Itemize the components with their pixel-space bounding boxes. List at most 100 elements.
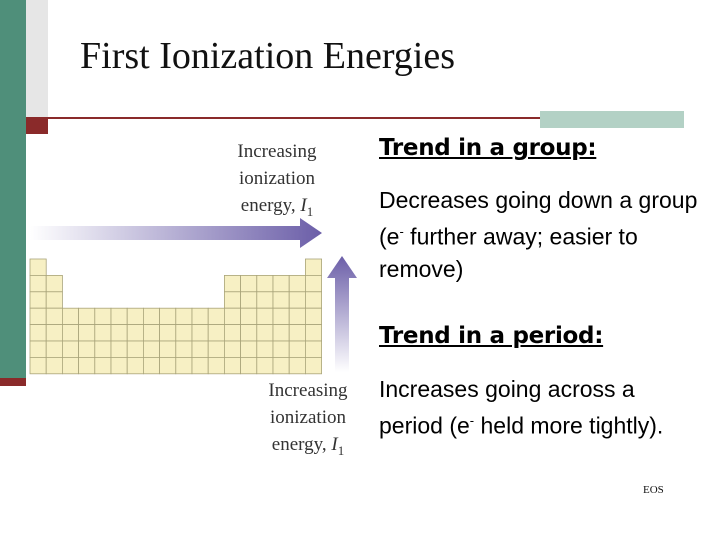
table-cell xyxy=(29,274,47,293)
table-cell xyxy=(256,340,274,358)
table-cell xyxy=(142,340,160,358)
table-cell xyxy=(45,307,63,326)
table-cell xyxy=(223,324,241,342)
horizontal-arrow-label: Increasing ionization energy, I1 xyxy=(237,141,317,219)
table-cell xyxy=(272,324,290,342)
table-cell xyxy=(94,324,112,342)
table-cell xyxy=(191,307,209,326)
table-cell xyxy=(45,340,63,358)
table-cell xyxy=(207,324,225,342)
table-cell xyxy=(223,356,241,375)
table-cell xyxy=(240,356,258,375)
table-cell xyxy=(256,356,274,375)
table-cell xyxy=(272,307,290,326)
table-cell xyxy=(256,291,274,309)
table-cell xyxy=(110,307,128,326)
table-cell xyxy=(62,324,80,342)
table-cell xyxy=(126,324,144,342)
table-cell xyxy=(272,340,290,358)
table-cell xyxy=(191,356,209,375)
table-cell xyxy=(223,340,241,358)
table-cell xyxy=(256,274,274,293)
table-cell xyxy=(159,307,177,326)
table-cell xyxy=(175,356,193,375)
eos-tag: EOS xyxy=(643,484,664,496)
table-cell xyxy=(304,307,322,326)
table-cell xyxy=(240,340,258,358)
table-cell xyxy=(159,356,177,375)
table-cell xyxy=(94,356,112,375)
table-cell xyxy=(207,340,225,358)
table-cell xyxy=(29,258,47,276)
table-cell xyxy=(94,307,112,326)
slide-title: First Ionization Energies xyxy=(80,35,456,77)
table-cell xyxy=(288,324,306,342)
table-cell xyxy=(78,340,96,358)
table-cell xyxy=(304,258,322,276)
table-cell xyxy=(272,356,290,375)
group-description: Decreases going down a group (e- further… xyxy=(379,187,698,282)
table-cell xyxy=(304,324,322,342)
table-cell xyxy=(304,340,322,358)
accent-bar-left xyxy=(0,0,26,384)
table-cell xyxy=(78,356,96,375)
corner-block xyxy=(540,111,684,128)
table-cell xyxy=(288,274,306,293)
table-cell xyxy=(45,291,63,309)
table-cell xyxy=(29,356,47,375)
table-cell xyxy=(240,307,258,326)
periodic-table-grid xyxy=(29,258,322,375)
table-cell xyxy=(256,324,274,342)
table-cell xyxy=(223,291,241,309)
table-cell xyxy=(62,340,80,358)
table-cell xyxy=(45,356,63,375)
table-cell xyxy=(126,307,144,326)
table-cell xyxy=(126,356,144,375)
table-cell xyxy=(110,356,128,375)
table-cell xyxy=(78,324,96,342)
table-cell xyxy=(288,291,306,309)
table-cell xyxy=(29,324,47,342)
table-cell xyxy=(159,324,177,342)
table-cell xyxy=(288,307,306,326)
corner-block-bottom xyxy=(0,378,26,386)
table-cell xyxy=(142,324,160,342)
accent-strip xyxy=(26,0,48,118)
table-cell xyxy=(62,356,80,375)
table-cell xyxy=(304,274,322,293)
table-cell xyxy=(78,307,96,326)
table-cell xyxy=(94,340,112,358)
table-cell xyxy=(159,340,177,358)
group-heading: Trend in a group: xyxy=(379,135,597,161)
table-cell xyxy=(240,324,258,342)
table-cell xyxy=(191,340,209,358)
table-cell xyxy=(272,274,290,293)
vertical-arrow xyxy=(327,256,357,372)
period-description: Increases going across a period (e- held… xyxy=(379,375,664,439)
vertical-arrow-label: Increasing ionization energy, I1 xyxy=(268,380,348,458)
trend-text: Trend in a group: Decreases going down a… xyxy=(379,133,699,441)
table-cell xyxy=(45,274,63,293)
table-cell xyxy=(288,356,306,375)
table-cell xyxy=(256,307,274,326)
horizontal-arrow xyxy=(30,218,322,248)
table-cell xyxy=(240,291,258,309)
table-cell xyxy=(223,307,241,326)
table-cell xyxy=(110,340,128,358)
table-cell xyxy=(191,324,209,342)
table-cell xyxy=(207,307,225,326)
table-cell xyxy=(142,307,160,326)
table-cell xyxy=(272,291,290,309)
table-cell xyxy=(29,307,47,326)
table-cell xyxy=(175,307,193,326)
table-cell xyxy=(223,274,241,293)
table-cell xyxy=(288,340,306,358)
table-cell xyxy=(142,356,160,375)
table-cell xyxy=(304,356,322,375)
period-heading: Trend in a period: xyxy=(379,322,604,349)
title-rule xyxy=(48,117,683,119)
table-cell xyxy=(126,340,144,358)
table-cell xyxy=(62,307,80,326)
table-cell xyxy=(29,340,47,358)
